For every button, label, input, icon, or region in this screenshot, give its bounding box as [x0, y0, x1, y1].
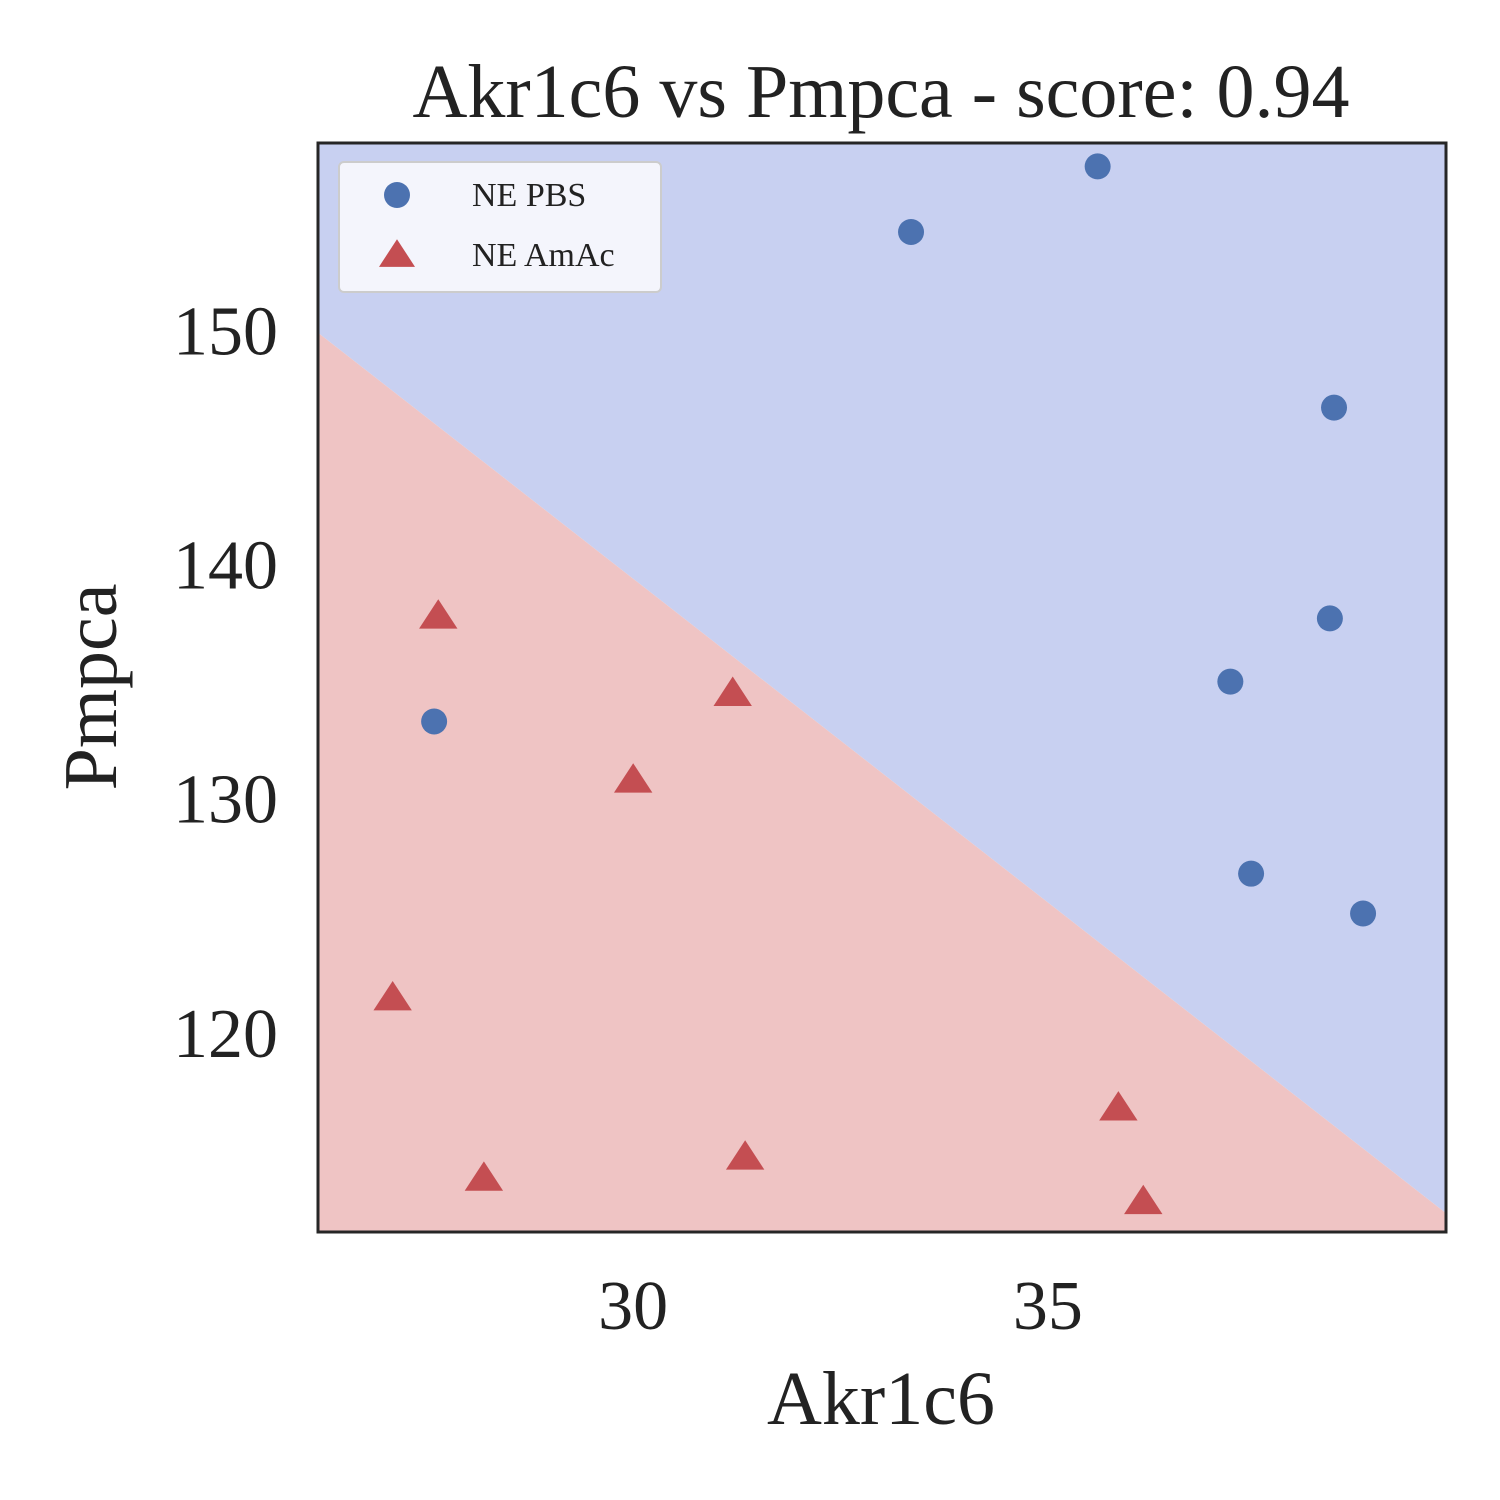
plot-frame	[316, 141, 1448, 1234]
ne-amac-point	[419, 599, 458, 629]
y-axis-label: Pmpca	[49, 584, 133, 791]
x-axis-ticks: 30 35	[598, 1268, 1083, 1345]
ne-pbs-point	[1217, 668, 1244, 695]
y-tick-label: 130	[173, 762, 278, 839]
legend-label-ne-pbs: NE PBS	[472, 177, 586, 214]
ne-amac-point	[1124, 1184, 1163, 1215]
decision-region-ne-pbs	[318, 143, 1446, 1214]
legend-marker-ne-amac	[379, 239, 415, 267]
ne-pbs-point	[1316, 605, 1343, 632]
ne-amac-point	[464, 1161, 504, 1191]
decision-region-ne-amac	[318, 332, 1446, 1232]
data-points	[373, 153, 1377, 1215]
x-tick-label: 35	[1013, 1268, 1083, 1345]
y-axis-ticks: 120 130 140 150	[173, 293, 278, 1073]
plot-area	[316, 141, 1448, 1234]
y-tick-label: 120	[173, 996, 278, 1073]
ne-amac-point	[725, 1140, 765, 1170]
ne-pbs-point	[898, 218, 925, 245]
legend-marker-ne-pbs	[384, 182, 410, 208]
legend-label-ne-amac: NE AmAc	[472, 237, 615, 274]
ne-pbs-point	[1238, 860, 1265, 887]
ne-pbs-point	[1350, 900, 1377, 927]
x-tick-label: 30	[598, 1268, 668, 1345]
ne-amac-point	[713, 676, 752, 706]
x-axis-label: Akr1c6	[767, 1357, 995, 1441]
chart-title: Akr1c6 vs Pmpca - score: 0.94	[412, 50, 1349, 134]
ne-pbs-point	[1084, 153, 1111, 180]
y-tick-label: 150	[173, 293, 278, 370]
legend-box	[338, 161, 662, 293]
y-tick-label: 140	[173, 528, 278, 605]
ne-pbs-point	[421, 708, 448, 735]
ne-amac-point	[373, 981, 412, 1011]
ne-pbs-point	[1321, 394, 1348, 421]
ne-amac-point	[613, 763, 653, 793]
ne-amac-point	[1099, 1091, 1138, 1121]
legend: NE PBS NE AmAc	[338, 161, 662, 293]
